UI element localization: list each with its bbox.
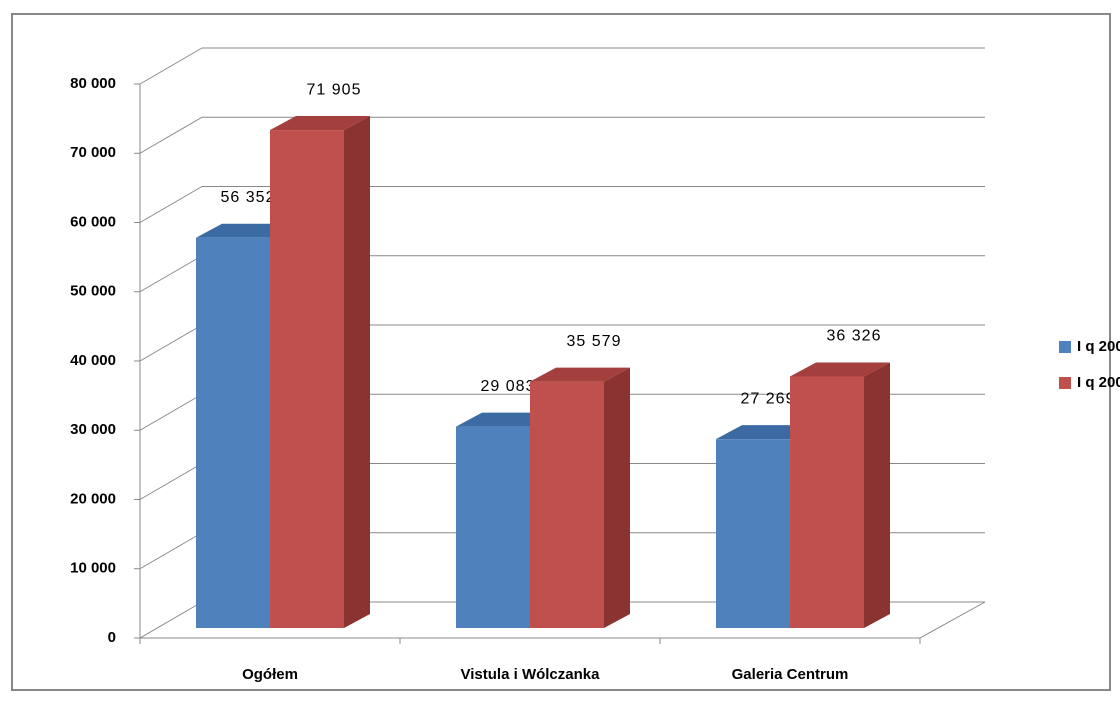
bar-side xyxy=(864,362,890,628)
grid-wall xyxy=(139,532,203,570)
grid-wall xyxy=(139,116,203,154)
bar-top xyxy=(530,367,630,382)
bar xyxy=(196,237,270,629)
grid-wall xyxy=(139,393,203,431)
y-tick-label: 60 000 xyxy=(70,213,116,230)
legend-label: I q 2007 xyxy=(1077,338,1120,355)
legend-label: I q 2008 xyxy=(1077,374,1120,391)
bar xyxy=(456,426,530,628)
bar xyxy=(790,376,864,628)
bar-side xyxy=(604,367,630,628)
bar xyxy=(270,130,344,629)
y-tick-label: 80 000 xyxy=(70,75,116,92)
grid-wall xyxy=(139,463,203,500)
y-tick-label: 30 000 xyxy=(70,421,116,438)
y-tick-label: 50 000 xyxy=(70,283,116,300)
floor-edge xyxy=(919,601,986,639)
x-tick-label: Ogółem xyxy=(242,666,298,683)
y-tick-label: 40 000 xyxy=(70,352,116,369)
grid-wall xyxy=(139,324,203,362)
value-label: 27 269 xyxy=(741,390,796,407)
x-tick-label: Galeria Centrum xyxy=(732,666,849,683)
bar-side xyxy=(344,116,370,629)
grid-wall xyxy=(139,601,203,639)
value-label: 36 326 xyxy=(827,328,882,345)
grid-wall xyxy=(139,47,203,85)
y-tick-label: 70 000 xyxy=(70,144,116,161)
bar-top xyxy=(790,362,890,377)
y-tick-label: 20 000 xyxy=(70,490,116,507)
x-tick-label: Vistula i Wólczanka xyxy=(461,666,601,683)
value-label: 71 905 xyxy=(307,81,362,98)
bar-top xyxy=(270,116,370,131)
legend-swatch xyxy=(1059,341,1071,353)
grid-wall xyxy=(139,186,203,223)
bar xyxy=(530,381,604,628)
value-label: 29 083 xyxy=(481,378,536,395)
value-label: 35 579 xyxy=(567,333,622,350)
y-tick-label: 0 xyxy=(108,629,116,646)
grid-wall xyxy=(139,255,203,293)
legend-swatch xyxy=(1059,377,1071,389)
value-label: 56 352 xyxy=(221,189,276,206)
bar xyxy=(716,439,790,628)
y-tick-label: 10 000 xyxy=(70,560,116,577)
